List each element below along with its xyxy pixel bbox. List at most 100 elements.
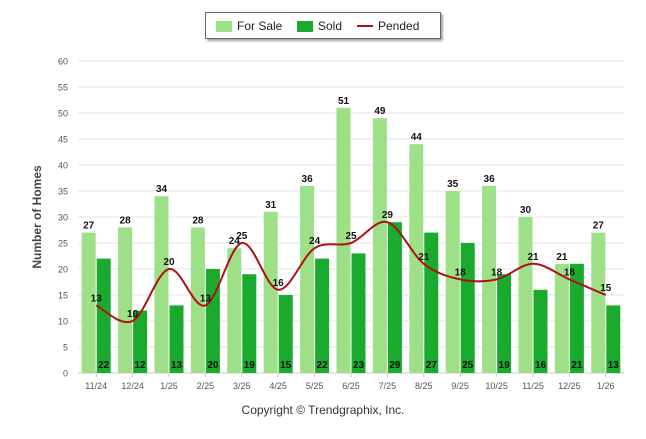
bar-sold (278, 295, 293, 373)
bar-sold (497, 274, 512, 373)
data-label-sold: 22 (98, 360, 110, 371)
data-label-for-sale: 28 (120, 215, 132, 226)
data-label-pended: 13 (91, 293, 103, 304)
data-label-for-sale: 51 (338, 96, 350, 107)
legend-swatch-for-sale (216, 21, 232, 33)
bar-for-sale (482, 185, 497, 373)
bar-sold (133, 310, 148, 373)
data-label-sold: 25 (462, 360, 474, 371)
y-axis-title: Number of Homes (30, 165, 44, 269)
data-label-sold: 27 (426, 360, 438, 371)
x-tick-label: 6/25 (342, 381, 360, 391)
data-label-for-sale: 27 (83, 221, 95, 232)
data-label-for-sale: 21 (556, 252, 568, 263)
data-label-for-sale: 36 (302, 174, 314, 185)
data-label-sold: 20 (207, 360, 219, 371)
x-tick-label: 1/26 (597, 381, 615, 391)
x-tick-label: 8/25 (415, 381, 433, 391)
bar-sold (460, 243, 475, 373)
bar-for-sale (263, 211, 278, 373)
bar-sold (387, 222, 402, 373)
bar-for-sale (591, 232, 606, 373)
data-label-for-sale: 35 (447, 179, 459, 190)
legend-label-sold: Sold (318, 19, 343, 33)
data-label-pended: 25 (345, 231, 357, 242)
x-tick-label: 2/25 (197, 381, 215, 391)
legend-swatch-sold (297, 21, 313, 33)
bar-sold (242, 274, 257, 373)
data-label-sold: 22 (317, 360, 329, 371)
x-tick-label: 3/25 (233, 381, 251, 391)
x-tick-label: 12/25 (558, 381, 581, 391)
data-label-for-sale: 31 (265, 200, 277, 211)
data-label-sold: 19 (244, 360, 256, 371)
y-tick-label: 50 (58, 109, 68, 119)
data-label-for-sale: 36 (484, 174, 496, 185)
data-label-sold: 16 (535, 360, 547, 371)
y-tick-label: 10 (58, 317, 68, 327)
y-tick-label: 55 (58, 83, 68, 93)
data-label-sold: 13 (171, 360, 183, 371)
copyright-credit: Copyright © Trendgraphix, Inc. (241, 403, 405, 417)
data-label-pended: 15 (600, 283, 612, 294)
bar-sold (606, 305, 621, 373)
y-tick-label: 35 (58, 187, 68, 197)
y-tick-label: 0 (63, 369, 68, 379)
bar-for-sale (445, 191, 460, 373)
legend-label-pended: Pended (378, 19, 420, 33)
bar-sold (351, 253, 366, 373)
bar-sold (169, 305, 184, 373)
bar-for-sale (190, 227, 205, 373)
data-label-sold: 21 (571, 360, 583, 371)
legend-item-sold[interactable]: Sold (297, 18, 342, 34)
data-label-pended: 18 (455, 267, 467, 278)
data-label-for-sale: 34 (156, 184, 168, 195)
bar-for-sale (154, 196, 169, 373)
y-tick-label: 60 (58, 57, 68, 67)
data-label-pended: 25 (236, 231, 248, 242)
bar-sold (315, 258, 330, 373)
bar-for-sale (227, 248, 242, 373)
y-tick-label: 20 (58, 265, 68, 275)
data-label-sold: 23 (353, 360, 365, 371)
x-tick-label: 9/25 (451, 381, 469, 391)
x-tick-label: 11/24 (85, 381, 107, 391)
y-tick-label: 15 (58, 291, 68, 301)
data-label-pended: 18 (564, 267, 576, 278)
data-label-for-sale: 24 (229, 236, 241, 247)
legend-swatch-pended (357, 24, 373, 27)
bar-sold (96, 258, 111, 373)
data-label-for-sale: 27 (593, 221, 605, 232)
data-label-sold: 19 (499, 360, 511, 371)
data-label-pended: 13 (200, 293, 212, 304)
data-label-for-sale: 28 (192, 215, 204, 226)
x-tick-label: 10/25 (485, 381, 508, 391)
data-label-sold: 29 (389, 360, 401, 371)
data-label-pended: 21 (418, 252, 430, 263)
data-label-sold: 13 (608, 360, 620, 371)
line-pended (95, 220, 607, 324)
data-label-pended: 29 (382, 210, 394, 221)
x-tick-label: 1/25 (160, 381, 178, 391)
data-label-pended: 20 (163, 257, 175, 268)
bar-for-sale (118, 227, 133, 373)
bar-for-sale (336, 107, 351, 374)
x-tick-label: 4/25 (269, 381, 287, 391)
bar-for-sale (81, 232, 96, 373)
y-tick-label: 45 (58, 135, 68, 145)
x-tick-label: 12/24 (121, 381, 144, 391)
bar-for-sale (372, 118, 387, 373)
y-tick-label: 40 (58, 161, 68, 171)
bar-sold (569, 263, 584, 373)
data-label-for-sale: 30 (520, 205, 532, 216)
x-tick-label: 11/25 (522, 381, 544, 391)
legend-item-pended[interactable]: Pended (357, 18, 419, 34)
bar-for-sale (409, 144, 424, 373)
data-label-pended: 16 (273, 278, 285, 289)
bar-for-sale (554, 263, 569, 373)
legend-label-for-sale: For Sale (237, 19, 283, 33)
legend-item-for-sale[interactable]: For Sale (216, 18, 282, 34)
x-tick-label: 5/25 (306, 381, 324, 391)
data-label-pended: 21 (527, 252, 539, 263)
